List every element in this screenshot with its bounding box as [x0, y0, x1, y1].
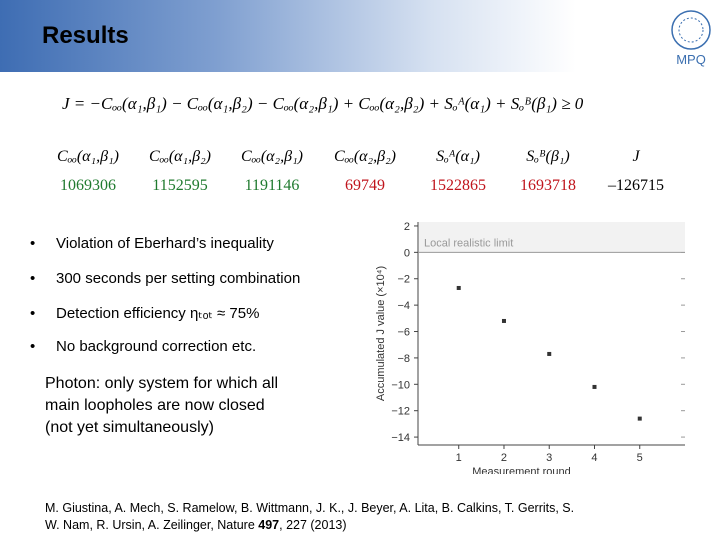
- x-axis-label: Measurement round: [472, 466, 570, 474]
- table-header: Sₒᴬ(α₁): [436, 148, 480, 165]
- data-point: [637, 416, 642, 421]
- table-header: Cₒₒ(α₂,β₁): [241, 148, 303, 165]
- table-value: 1693718: [520, 177, 576, 194]
- table-value: 1152595: [152, 177, 208, 194]
- citation: M. Giustina, A. Mech, S. Ramelow, B. Wit…: [45, 500, 590, 534]
- paragraph-line: (not yet simultaneously): [45, 419, 214, 436]
- y-tick-label: −4: [397, 300, 410, 312]
- table-value: –126715: [608, 177, 664, 194]
- data-point: [456, 285, 461, 290]
- limit-region: [419, 222, 685, 253]
- y-tick-label: −14: [391, 432, 410, 444]
- data-point: [547, 351, 552, 356]
- logo-emblem-inner: [678, 17, 704, 43]
- y-tick-label: 2: [404, 221, 410, 233]
- paragraph-line: Photon: only system for which all: [45, 375, 278, 392]
- x-tick-label: 2: [501, 452, 507, 464]
- y-axis-label: Accumulated J value (×10⁴): [375, 266, 387, 401]
- x-tick-label: 4: [591, 452, 597, 464]
- citation-text: , 227 (2013): [279, 518, 347, 532]
- table-value: 1522865: [430, 177, 486, 194]
- y-tick-label: −2: [397, 274, 410, 286]
- bullet-item: Violation of Eberhard’s inequality: [30, 235, 274, 252]
- equation: J = −Cₒₒ(α₁,β₁) − Cₒₒ(α₁,β₂) − Cₒₒ(α₂,β₁…: [62, 94, 584, 113]
- paragraph-line: main loopholes are now closed: [45, 397, 265, 414]
- header-bar: [0, 0, 720, 72]
- y-tick-label: −10: [391, 379, 410, 391]
- table-value: 1069306: [60, 177, 116, 194]
- logo: MPQ: [671, 10, 711, 67]
- y-tick-label: 0: [404, 247, 410, 259]
- y-tick-label: −12: [391, 406, 410, 418]
- chart: 2 0 −2 −4 −6 −8 −10 −12 −14 1 2 3 4 5 Local realistic …: [375, 221, 685, 474]
- table-header: Cₒₒ(α₁,β₁): [57, 148, 119, 165]
- table-header: Cₒₒ(α₁,β₂): [149, 148, 211, 165]
- bullet-item: Detection efficiency ηₜₒₜ ≈ 75%: [30, 304, 259, 322]
- annotation: Local realistic limit: [424, 237, 513, 249]
- citation-volume: 497: [258, 518, 280, 532]
- table-value: 69749: [345, 177, 385, 194]
- citation-text: M. Giustina, A. Mech, S. Ramelow, B. Wit…: [45, 501, 575, 532]
- data-point: [501, 318, 506, 323]
- logo-text: MPQ: [676, 52, 706, 67]
- x-tick-label: 5: [637, 452, 643, 464]
- table-header: J: [632, 148, 640, 165]
- table-header: Cₒₒ(α₂,β₂): [334, 148, 396, 165]
- slide-title: Results: [42, 22, 129, 49]
- logo-emblem: [671, 10, 711, 50]
- x-tick-label: 3: [546, 452, 552, 464]
- y-tick-label: −8: [397, 353, 410, 365]
- table-header: Sₒᴮ(β₁): [526, 148, 570, 165]
- bullet-item: 300 seconds per setting combination: [30, 270, 300, 287]
- table-value: 1191146: [244, 177, 300, 194]
- y-tick-label: −6: [397, 327, 410, 339]
- data-point: [592, 384, 597, 389]
- bullet-item: No background correction etc.: [30, 338, 256, 355]
- x-tick-label: 1: [456, 452, 462, 464]
